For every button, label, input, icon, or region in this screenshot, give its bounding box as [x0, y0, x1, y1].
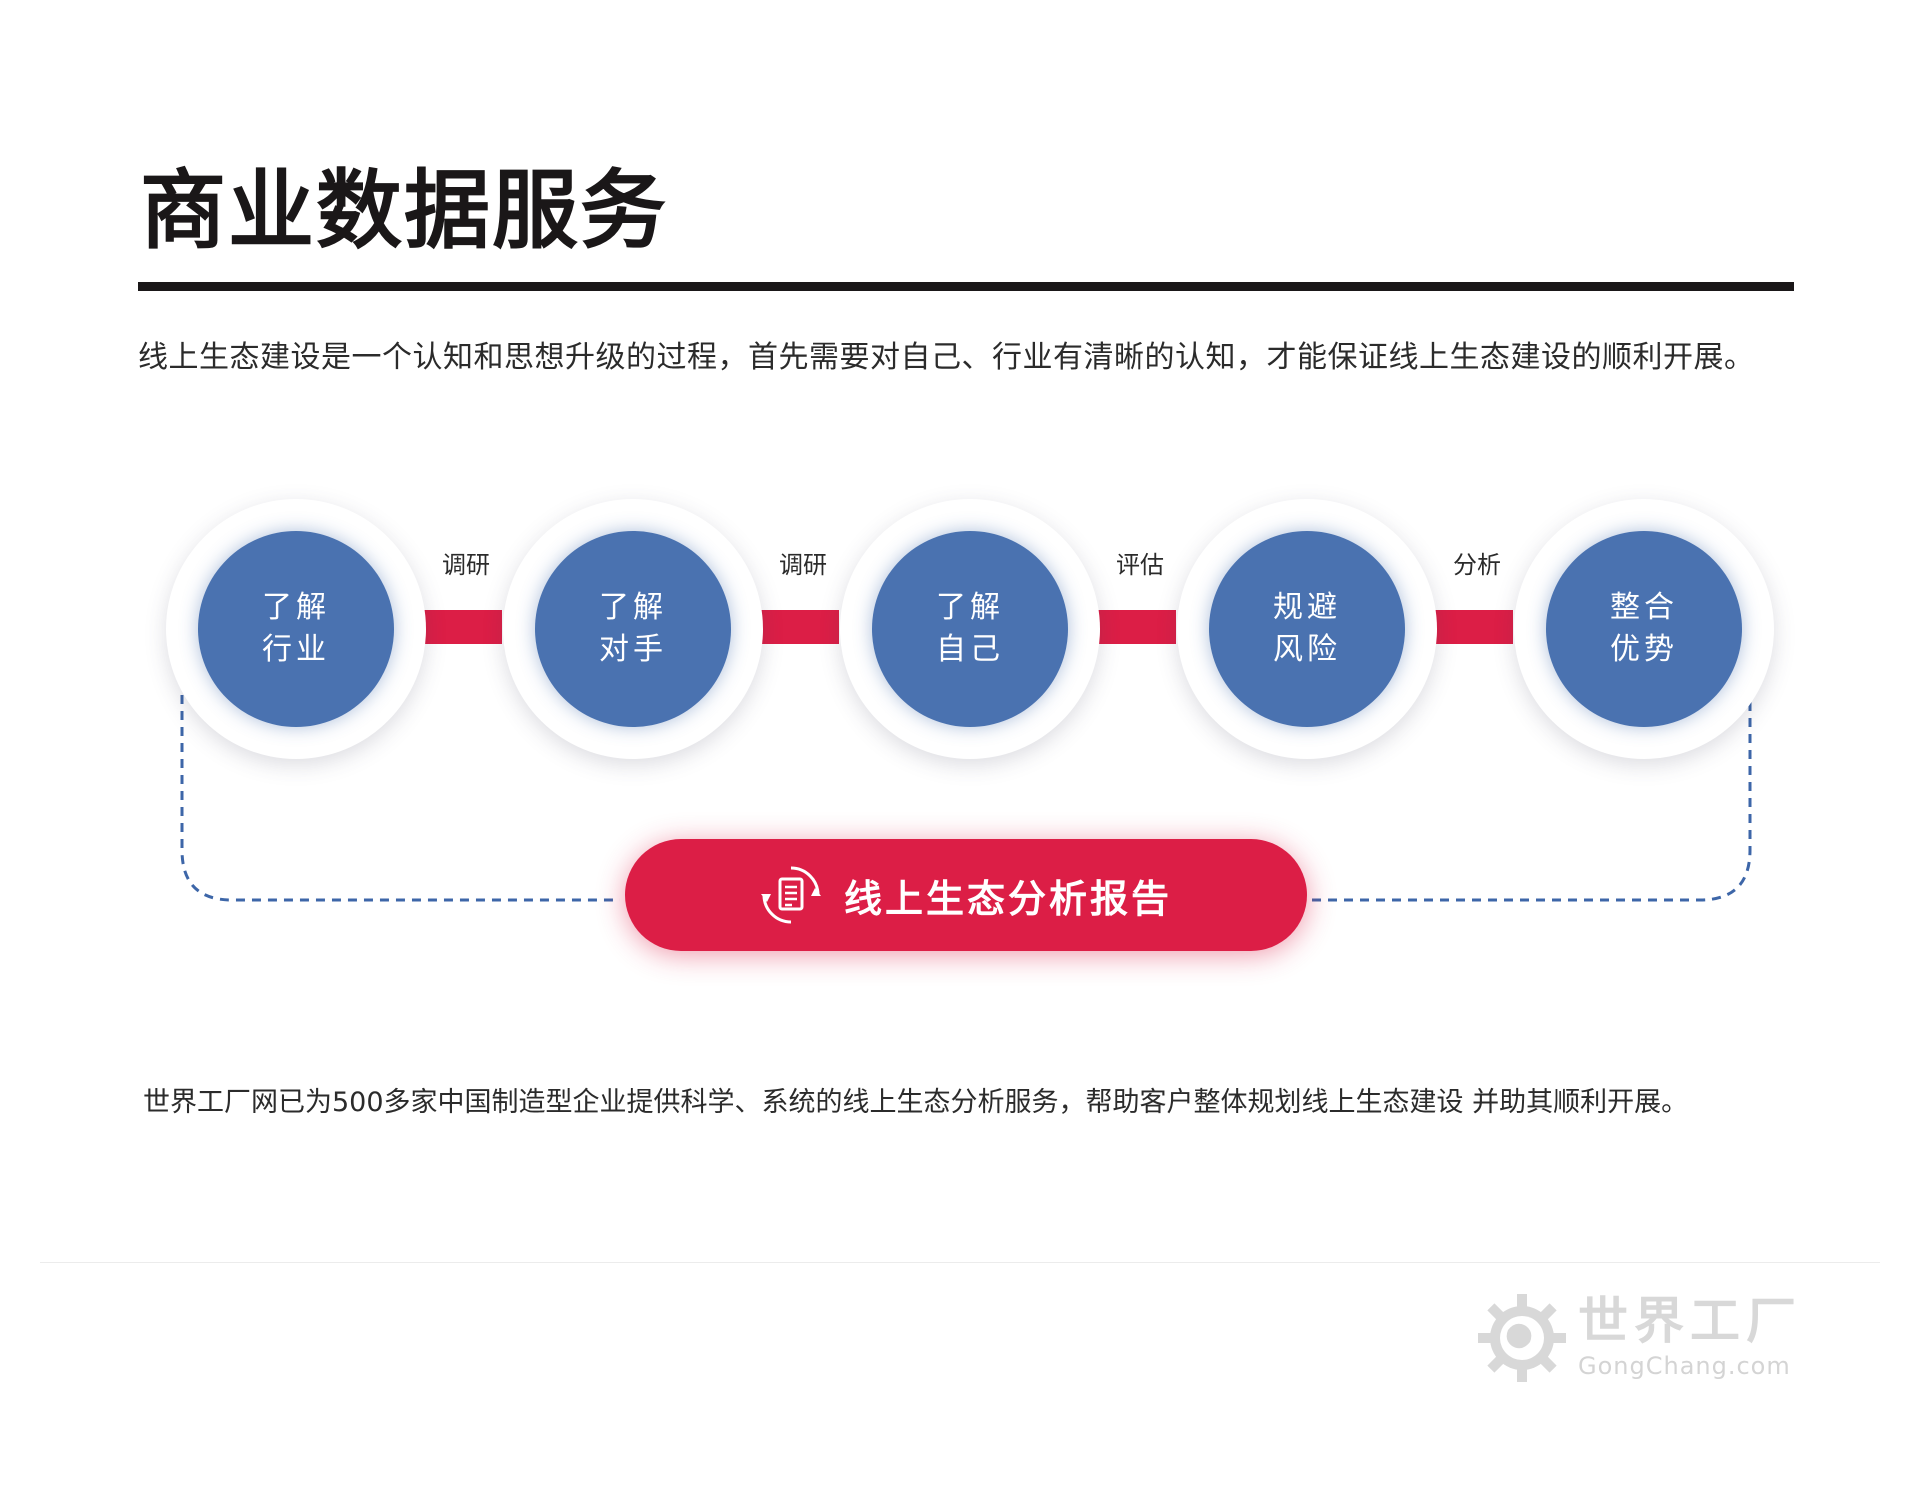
connector-label-3: 评估: [1116, 551, 1164, 579]
logo-brand-name: 世界工厂: [1578, 1292, 1802, 1350]
flow-node-circle: 整合 优势: [1546, 531, 1742, 727]
flow-node-advantage: 整合 优势: [1514, 499, 1774, 759]
report-label: 线上生态分析报告: [843, 876, 1172, 921]
node-label-line2: 风险: [1273, 632, 1341, 667]
flow-node-risk: 规避 风险: [1177, 499, 1437, 759]
connector-label-4: 分析: [1453, 551, 1501, 579]
flow-node-industry: 了解 行业: [166, 499, 426, 759]
connector-label-1: 调研: [442, 551, 490, 579]
summary-text: 世界工厂网已为500多家中国制造型企业提供科学、系统的线上生态分析服务，帮助客户…: [143, 1087, 1689, 1118]
report-pill: 线上生态分析报告: [625, 839, 1307, 951]
footer-divider: [40, 1262, 1880, 1263]
title-underline: [138, 282, 1794, 291]
connector-label-2: 调研: [779, 551, 827, 579]
connector-bar-2: [757, 610, 839, 644]
flow-node-circle: 了解 对手: [535, 531, 731, 727]
node-label-line2: 优势: [1610, 632, 1678, 667]
connector-bar-3: [1094, 610, 1176, 644]
dashed-loop-right: [1312, 695, 1752, 902]
flow-node-competitor: 了解 对手: [503, 499, 763, 759]
intro-text: 线上生态建设是一个认知和思想升级的过程，首先需要对自己、行业有清晰的认知，才能保…: [138, 340, 1755, 375]
flow-node-circle: 了解 行业: [198, 531, 394, 727]
flow-node-self: 了解 自己: [840, 499, 1100, 759]
node-label-line1: 整合: [1610, 590, 1678, 625]
dashed-loop-left: [180, 695, 620, 902]
node-label-line1: 了解: [262, 590, 330, 625]
node-label-line2: 对手: [599, 632, 667, 667]
node-label-line1: 了解: [599, 590, 667, 625]
brand-logo: 世界工厂 GongChang.com: [1474, 1290, 1804, 1390]
node-label-line1: 规避: [1273, 590, 1341, 625]
flow-node-circle: 了解 自己: [872, 531, 1068, 727]
node-label-line2: 自己: [936, 632, 1004, 667]
connector-bar-4: [1431, 610, 1513, 644]
page-title: 商业数据服务: [140, 161, 668, 261]
flow-node-circle: 规避 风险: [1209, 531, 1405, 727]
logo-domain: GongChang.com: [1578, 1352, 1791, 1380]
node-label-line2: 行业: [262, 632, 330, 667]
document-refresh-icon: [760, 866, 821, 924]
node-label-line1: 了解: [936, 590, 1004, 625]
connector-bar-1: [420, 610, 502, 644]
globe-gear-icon: [1478, 1294, 1566, 1382]
